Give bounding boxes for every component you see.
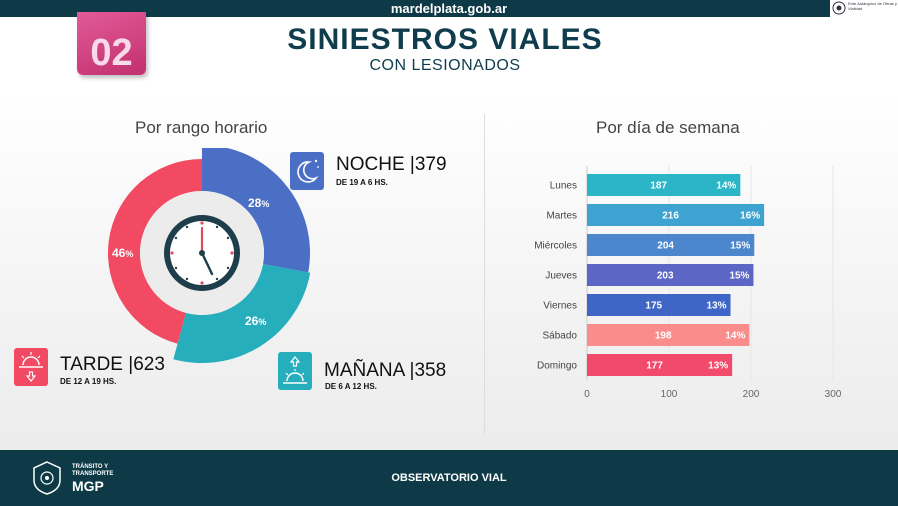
municipal-logo-text: Ente Autárquico de Obras y Vialidad [848, 1, 897, 11]
bar-value-label: 216 [662, 211, 679, 222]
page-title: SINIESTROS VIALES [287, 23, 603, 56]
bar-percent-label: 13% [706, 301, 726, 312]
bar-miércoles [587, 234, 755, 256]
transit-emblem-icon [33, 461, 61, 495]
municipal-logo: Ente Autárquico de Obras y Vialidad [830, 0, 898, 17]
bar-viernes [587, 294, 731, 316]
time-donut-chart [108, 148, 310, 363]
slice-tarde [108, 159, 202, 344]
category-label: Martes [546, 211, 577, 222]
section-badge: 02 [77, 12, 146, 75]
tarde-range: DE 12 A 19 HS. [60, 377, 117, 386]
bar-value-label: 204 [657, 241, 674, 252]
noche-percent: 28% [248, 196, 270, 210]
bar-lunes [587, 174, 741, 196]
bar-jueves [587, 264, 754, 286]
emblem-icon [832, 1, 846, 15]
bar-value-label: 198 [655, 331, 672, 342]
footer-logo-line2: TRANSPORTE [72, 471, 114, 477]
noche-heading: NOCHE |379 [336, 154, 447, 175]
bar-percent-label: 14% [725, 331, 745, 342]
x-tick-label: 0 [584, 389, 590, 400]
sunrise-icon [278, 352, 312, 390]
bar-value-label: 175 [645, 301, 662, 312]
bar-martes [587, 204, 765, 226]
top-bar [0, 0, 898, 17]
footer-title: OBSERVATORIO VIAL [391, 472, 507, 484]
clock-icon [164, 215, 240, 291]
bar-value-label: 177 [646, 361, 663, 372]
section-divider [484, 114, 485, 434]
bar-percent-label: 14% [716, 181, 736, 192]
x-tick-label: 100 [661, 389, 678, 400]
footer-logo-line3: MGP [72, 478, 104, 494]
bar-percent-label: 13% [708, 361, 728, 372]
x-tick-label: 200 [743, 389, 760, 400]
noche-range: DE 19 A 6 HS. [336, 178, 388, 187]
category-label: Miércoles [534, 241, 577, 252]
weekday-bar-chart: Lunes 187 14% Martes 216 16% Miércoles 204 15% Ju… [534, 166, 842, 400]
site-url[interactable]: mardelplata.gob.ar [390, 1, 508, 16]
bar-domingo [587, 354, 733, 376]
tarde-percent: 46% [112, 246, 134, 260]
bar-title: Por día de semana [596, 118, 740, 137]
donut-title: Por rango horario [135, 118, 268, 137]
category-label: Lunes [550, 181, 577, 192]
category-label: Jueves [545, 271, 577, 282]
category-label: Sábado [543, 331, 578, 342]
manana-percent: 26% [245, 314, 267, 328]
bar-sábado [587, 324, 750, 346]
footer-logo-line1: TRÁNSITO Y [72, 464, 109, 470]
bar-percent-label: 15% [730, 241, 750, 252]
footer-bar [0, 450, 898, 506]
moon-icon [290, 152, 324, 190]
manana-range: DE 6 A 12 HS. [325, 382, 377, 391]
bar-value-label: 187 [650, 181, 667, 192]
badge-number: 02 [90, 32, 133, 74]
sunset-icon [14, 348, 48, 386]
tarde-heading: TARDE |623 [60, 354, 165, 375]
x-tick-label: 300 [825, 389, 842, 400]
category-label: Domingo [537, 361, 577, 372]
category-label: Viernes [543, 301, 577, 312]
manana-heading: MAÑANA |358 [324, 360, 447, 381]
bar-percent-label: 16% [740, 211, 760, 222]
slice-manana [173, 264, 310, 363]
page-subtitle: CON LESIONADOS [369, 57, 521, 74]
bar-value-label: 203 [657, 271, 674, 282]
bar-percent-label: 15% [729, 271, 749, 282]
slice-noche [202, 148, 310, 273]
